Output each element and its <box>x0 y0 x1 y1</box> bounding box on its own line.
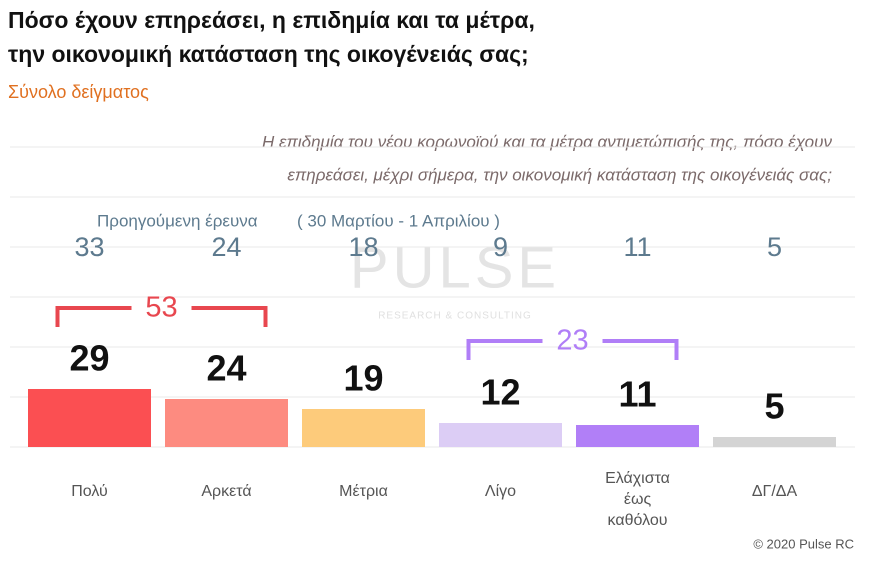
value-label: 29 <box>69 338 109 379</box>
chart-subtitle: Σύνολο δείγματος <box>8 82 149 102</box>
value-label: 19 <box>343 358 383 399</box>
copyright: © 2020 Pulse RC <box>753 536 854 551</box>
x-tick-label: ΔΓ/ΔΑ <box>751 483 798 500</box>
watermark-tagline: RESEARCH & CONSULTING <box>378 311 532 322</box>
previous-value: 33 <box>74 232 104 262</box>
previous-value: 5 <box>767 232 782 262</box>
bar <box>165 399 288 447</box>
value-label: 12 <box>480 372 520 413</box>
value-label: 24 <box>206 348 246 389</box>
group-bracket <box>466 339 679 360</box>
x-tick-label: Λίγο <box>484 483 517 500</box>
group-label: 53 <box>145 292 177 324</box>
previous-value: 18 <box>348 232 378 262</box>
previous-period: ( 30 Μαρτίου - 1 Απριλίου ) <box>297 211 500 230</box>
chart-title: την οικονομική κατάσταση της οικογένειάς… <box>8 41 529 67</box>
previous-value: 11 <box>623 232 651 262</box>
chart-title: Πόσο έχουν επηρεάσει, η επιδημία και τα … <box>8 7 535 33</box>
bar <box>713 437 836 447</box>
watermark: PULSE <box>350 235 560 300</box>
bar <box>28 389 151 447</box>
previous-value: 24 <box>211 232 241 262</box>
question: Η επιδημία του νέου κορωνοϊού και τα μέτ… <box>262 132 832 151</box>
question: επηρεάσει, μέχρι σήμερα, την οικονομική … <box>287 165 832 184</box>
x-tick-label: Ελάχιστα έως καθόλου <box>605 470 670 529</box>
x-tick-label: Μέτρια <box>339 483 388 500</box>
bar <box>302 409 425 447</box>
bar <box>439 423 562 447</box>
previous-value: 9 <box>493 232 508 262</box>
bar <box>576 425 699 447</box>
x-tick-label: Πολύ <box>71 483 108 500</box>
previous-label: Προηγούμενη έρευνα <box>97 211 258 230</box>
x-tick-label: Αρκετά <box>201 483 252 500</box>
value-label: 5 <box>764 386 784 427</box>
value-label: 11 <box>618 374 656 415</box>
group-bracket <box>55 306 268 327</box>
group-label: 23 <box>556 325 588 357</box>
